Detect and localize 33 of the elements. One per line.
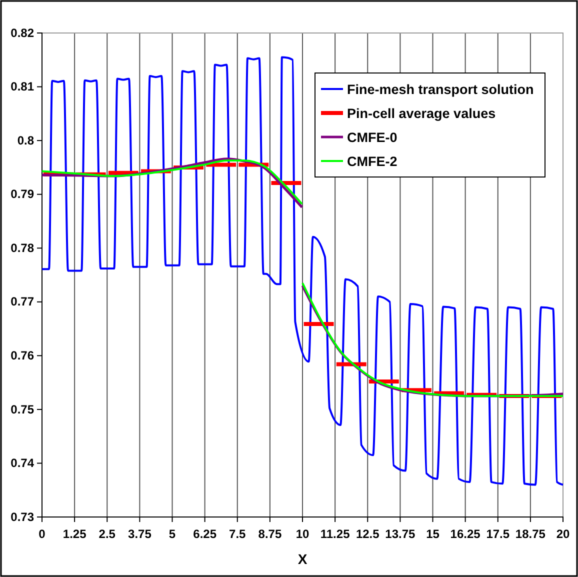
legend-label: Pin-cell average values — [347, 106, 496, 121]
legend-label: Fine-mesh transport solution — [347, 82, 534, 97]
y-tick-label: 0.75 — [10, 402, 34, 416]
x-tick-label: 10 — [296, 527, 310, 542]
y-tick-label: 0.78 — [10, 240, 34, 255]
y-tick-label: 0.79 — [10, 187, 34, 202]
x-tick-label: 17.5 — [486, 527, 510, 542]
x-tick-label: 6.25 — [193, 527, 217, 542]
x-tick-label: 3.75 — [128, 527, 152, 542]
y-tick-label: 0.74 — [10, 456, 34, 470]
x-tick-label: 12.5 — [356, 527, 380, 542]
x-tick-label: 7.5 — [229, 527, 246, 542]
x-tick-label: 18.75 — [515, 527, 546, 542]
x-tick-label: 5 — [168, 527, 176, 542]
y-tick-label: 0.73 — [10, 510, 34, 524]
y-tick-label: 0.81 — [10, 80, 34, 94]
x-tick-label: 15 — [426, 527, 440, 542]
y-tick-label: 0.77 — [10, 294, 34, 309]
x-tick-label: 13.75 — [385, 527, 416, 542]
y-tick-label: 0.8 — [17, 133, 34, 148]
line-series — [41, 56, 564, 486]
x-tick-label: 1.25 — [62, 527, 87, 542]
y-tick-label: 0.76 — [10, 348, 34, 363]
x-tick-label: 16.25 — [450, 527, 481, 542]
x-tick-label: 11.25 — [320, 527, 350, 542]
legend-label: CMFE-2 — [347, 154, 398, 169]
x-tick-label: 0 — [38, 527, 46, 542]
y-tick-label: 0.82 — [10, 26, 34, 40]
x-tick-label: 2.5 — [98, 527, 116, 542]
x-tick-label: 8.75 — [258, 527, 282, 542]
legend-label: CMFE-0 — [347, 130, 398, 145]
x-tick-label: 20 — [556, 527, 570, 542]
x-axis-title: X — [298, 551, 308, 567]
